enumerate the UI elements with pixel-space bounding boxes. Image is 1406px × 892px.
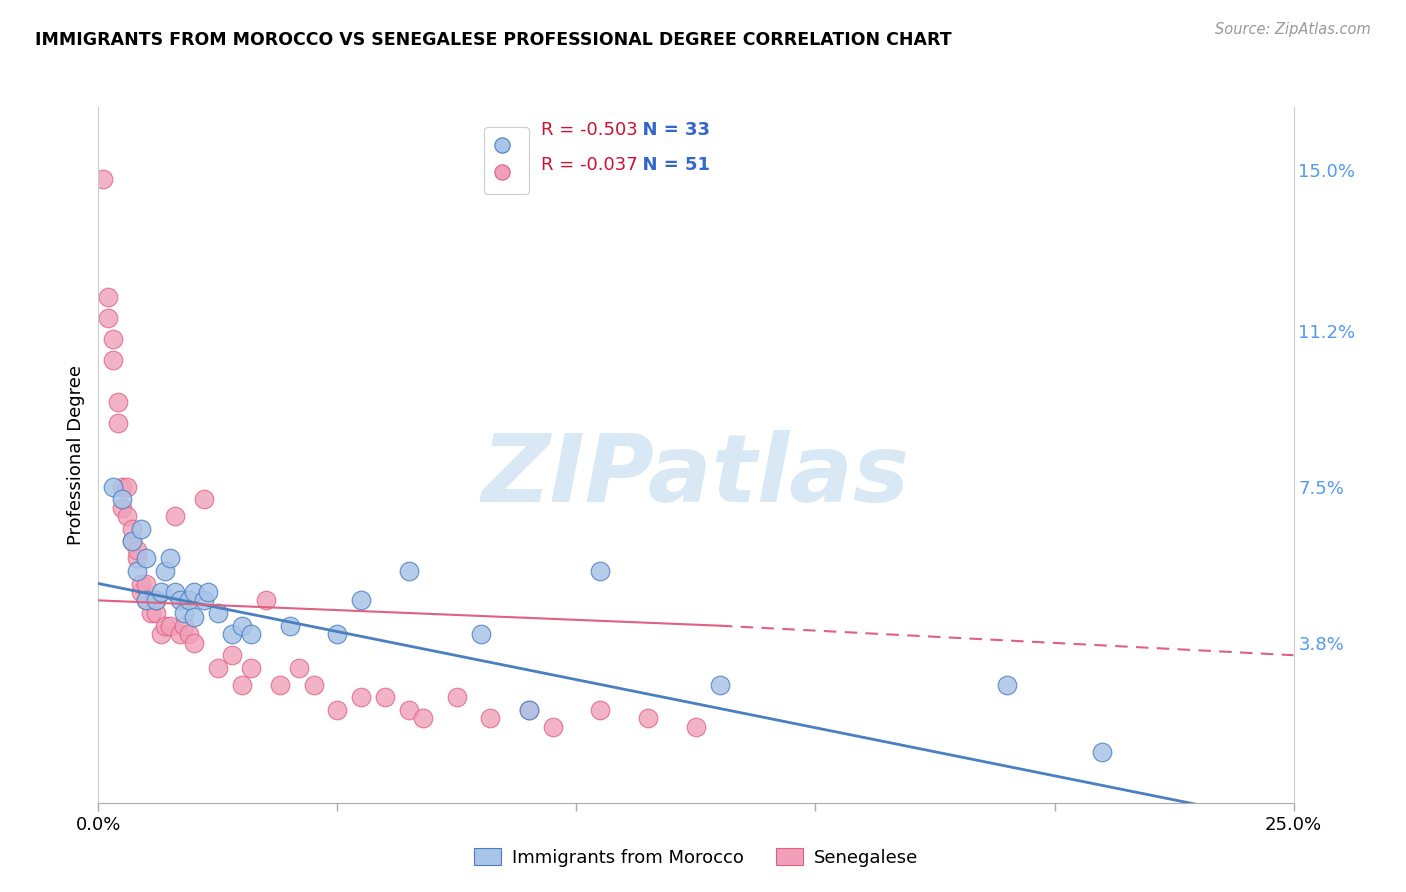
Point <box>231 618 253 632</box>
Point <box>350 593 373 607</box>
Point <box>131 576 153 591</box>
Point <box>111 479 134 493</box>
Point <box>121 534 143 549</box>
Text: IMMIGRANTS FROM MOROCCO VS SENEGALESE PROFESSIONAL DEGREE CORRELATION CHART: IMMIGRANTS FROM MOROCCO VS SENEGALESE PR… <box>35 31 952 49</box>
Point <box>145 593 167 607</box>
Point <box>91 171 114 186</box>
Point <box>470 627 492 641</box>
Point <box>197 585 219 599</box>
Point <box>115 509 138 524</box>
Point <box>97 290 120 304</box>
Point <box>169 593 191 607</box>
Point <box>254 593 277 607</box>
Point <box>446 690 468 705</box>
Point <box>207 661 229 675</box>
Point <box>163 585 186 599</box>
Point <box>101 479 124 493</box>
Y-axis label: Professional Degree: Professional Degree <box>66 365 84 545</box>
Point <box>374 690 396 705</box>
Point <box>101 353 124 368</box>
Point <box>155 618 177 632</box>
Point <box>125 564 148 578</box>
Point <box>589 564 612 578</box>
Text: R = -0.503: R = -0.503 <box>540 121 637 139</box>
Legend: Immigrants from Morocco, Senegalese: Immigrants from Morocco, Senegalese <box>467 840 925 874</box>
Point <box>145 593 167 607</box>
Point <box>131 522 153 536</box>
Point <box>107 417 129 431</box>
Point <box>107 395 129 409</box>
Point <box>159 551 181 566</box>
Point <box>183 585 205 599</box>
Point <box>121 534 143 549</box>
Text: N = 51: N = 51 <box>630 156 710 174</box>
Point <box>517 703 540 717</box>
Point <box>115 479 138 493</box>
Point <box>159 618 181 632</box>
Point <box>685 720 707 734</box>
Point <box>135 593 157 607</box>
Point <box>149 585 172 599</box>
Text: R = -0.037: R = -0.037 <box>540 156 637 174</box>
Text: ZIPatlas: ZIPatlas <box>482 430 910 522</box>
Point <box>637 711 659 725</box>
Point <box>479 711 502 725</box>
Point <box>97 310 120 325</box>
Point <box>589 703 612 717</box>
Point <box>125 542 148 557</box>
Point <box>398 703 420 717</box>
Point <box>125 551 148 566</box>
Point <box>173 606 195 620</box>
Point <box>326 627 349 641</box>
Point <box>350 690 373 705</box>
Point <box>139 606 162 620</box>
Point <box>541 720 564 734</box>
Point <box>995 678 1018 692</box>
Point <box>288 661 311 675</box>
Point <box>278 618 301 632</box>
Point <box>183 635 205 649</box>
Point <box>179 627 201 641</box>
Point <box>231 678 253 692</box>
Point <box>709 678 731 692</box>
Point <box>398 564 420 578</box>
Point <box>149 627 172 641</box>
Text: N = 33: N = 33 <box>630 121 710 139</box>
Point <box>221 627 243 641</box>
Text: Source: ZipAtlas.com: Source: ZipAtlas.com <box>1215 22 1371 37</box>
Point <box>155 564 177 578</box>
Point <box>173 618 195 632</box>
Point <box>193 593 215 607</box>
Point <box>131 585 153 599</box>
Point <box>221 648 243 663</box>
Point <box>163 509 186 524</box>
Point <box>135 593 157 607</box>
Point <box>412 711 434 725</box>
Point <box>240 627 263 641</box>
Point <box>302 678 325 692</box>
Point <box>193 492 215 507</box>
Point <box>135 551 157 566</box>
Point <box>111 500 134 515</box>
Point <box>240 661 263 675</box>
Point <box>121 522 143 536</box>
Point <box>517 703 540 717</box>
Point <box>326 703 349 717</box>
Point <box>145 606 167 620</box>
Point <box>101 332 124 346</box>
Point <box>183 610 205 624</box>
Point <box>135 576 157 591</box>
Point <box>169 627 191 641</box>
Point <box>1091 745 1114 759</box>
Point <box>111 492 134 507</box>
Point <box>269 678 291 692</box>
Point <box>207 606 229 620</box>
Point <box>179 593 201 607</box>
